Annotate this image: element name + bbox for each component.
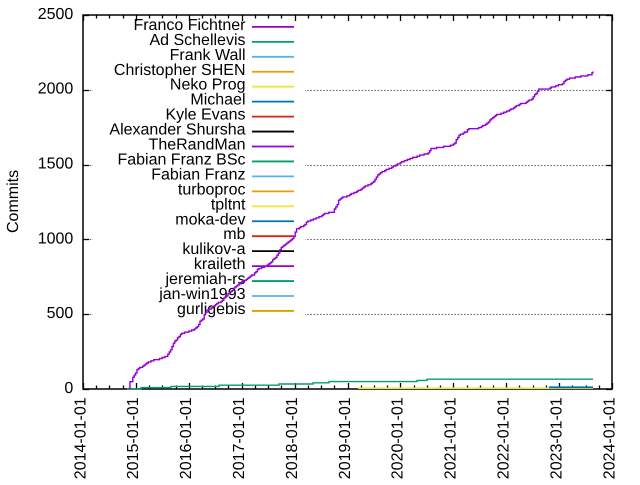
svg-text:1000: 1000	[38, 230, 74, 247]
svg-text:2500: 2500	[38, 6, 74, 23]
svg-text:2023-01-01: 2023-01-01	[548, 397, 565, 479]
svg-text:jeremiah-rs: jeremiah-rs	[164, 271, 245, 288]
svg-text:Fabian Franz: Fabian Franz	[151, 166, 245, 183]
svg-text:Ad Schellevis: Ad Schellevis	[149, 32, 245, 49]
svg-text:kraileth: kraileth	[194, 256, 246, 273]
svg-text:turboproc: turboproc	[178, 181, 246, 198]
svg-text:0: 0	[64, 380, 73, 397]
svg-text:2000: 2000	[38, 81, 74, 98]
svg-text:Christopher SHEN: Christopher SHEN	[114, 62, 246, 79]
svg-text:tpltnt: tpltnt	[211, 196, 246, 213]
svg-text:2015-01-01: 2015-01-01	[125, 397, 142, 479]
svg-text:mb: mb	[223, 226, 245, 243]
svg-text:2018-01-01: 2018-01-01	[284, 397, 301, 479]
svg-text:Alexander Shursha: Alexander Shursha	[109, 122, 245, 139]
svg-text:Fabian Franz BSc: Fabian Franz BSc	[117, 151, 245, 168]
svg-text:2016-01-01: 2016-01-01	[178, 397, 195, 479]
svg-text:TheRandMan: TheRandMan	[149, 137, 246, 154]
svg-text:2021-01-01: 2021-01-01	[443, 397, 460, 479]
svg-text:Michael: Michael	[190, 92, 245, 109]
svg-text:2022-01-01: 2022-01-01	[496, 397, 513, 479]
svg-text:2014-01-01: 2014-01-01	[72, 397, 89, 479]
svg-text:2019-01-01: 2019-01-01	[337, 397, 354, 479]
svg-text:Neko Prog: Neko Prog	[170, 77, 246, 94]
svg-text:Kyle Evans: Kyle Evans	[165, 107, 245, 124]
svg-text:kulikov-a: kulikov-a	[182, 241, 245, 258]
svg-text:moka-dev: moka-dev	[175, 211, 245, 228]
svg-text:Franco Fichtner: Franco Fichtner	[133, 17, 246, 34]
svg-text:500: 500	[47, 305, 74, 322]
svg-text:2017-01-01: 2017-01-01	[231, 397, 248, 479]
svg-text:Frank Wall: Frank Wall	[170, 47, 246, 64]
svg-text:2024-01-01: 2024-01-01	[601, 397, 618, 479]
svg-text:1500: 1500	[38, 156, 74, 173]
svg-text:2020-01-01: 2020-01-01	[390, 397, 407, 479]
svg-text:Commits: Commits	[5, 170, 22, 233]
